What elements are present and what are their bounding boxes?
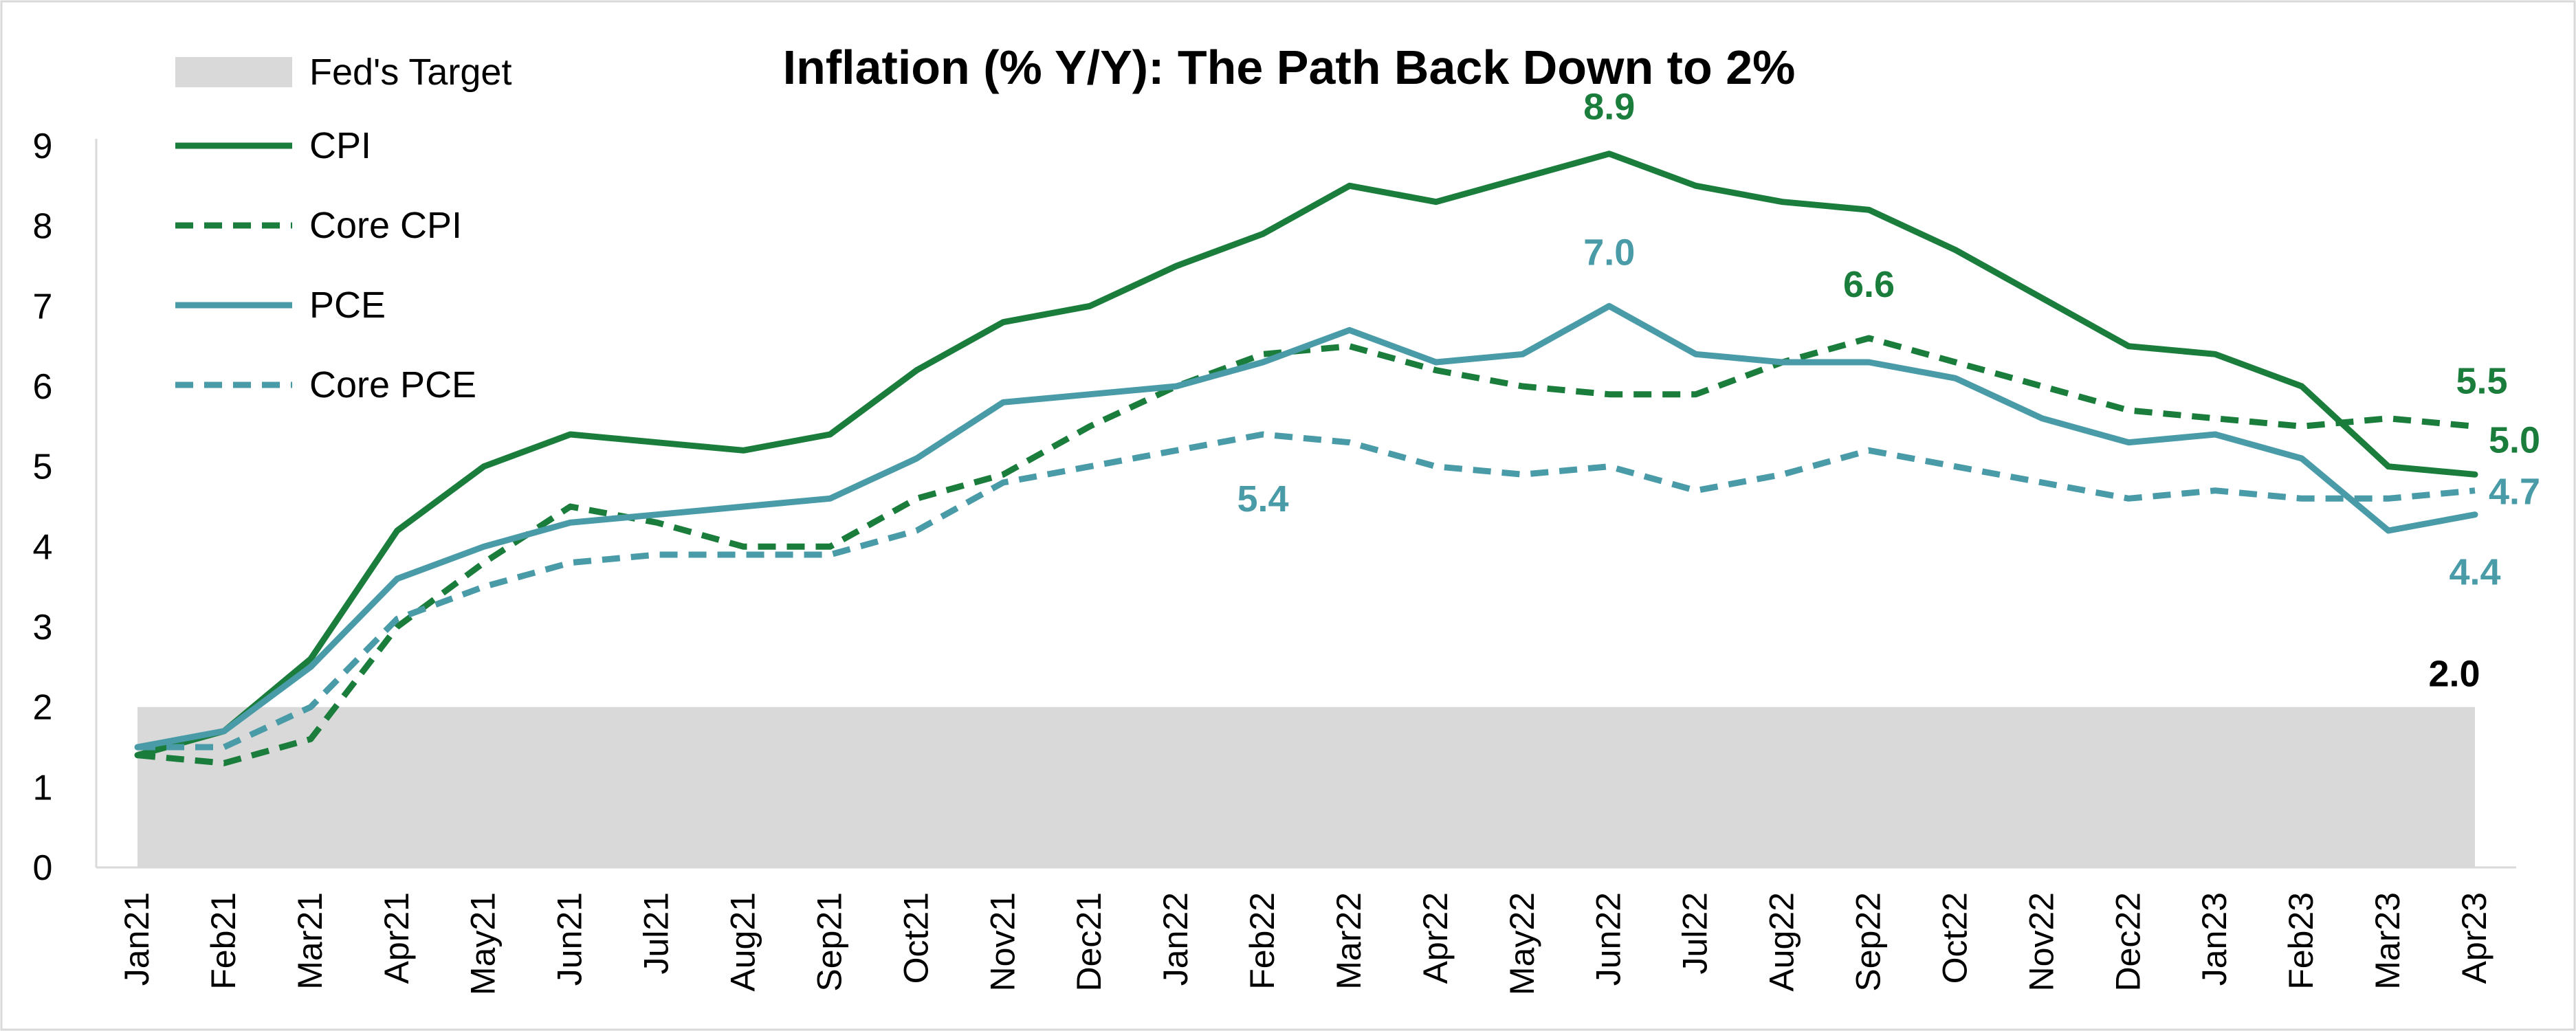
x-tick-label: Nov21	[983, 892, 1022, 992]
x-tick-label: Aug21	[723, 892, 762, 992]
x-tick-label: Dec21	[1070, 892, 1108, 992]
series-line-cpi	[134, 151, 2478, 759]
y-tick-label: 1	[33, 768, 53, 808]
x-tick-label: Jun21	[551, 892, 589, 986]
fed-target-band	[137, 707, 2475, 867]
x-tick-label: Mar21	[291, 892, 329, 990]
x-tick-label: Feb21	[204, 892, 243, 990]
x-tick-label: Oct22	[1935, 892, 1974, 984]
x-tick-label: Jun22	[1589, 892, 1628, 986]
y-tick-label: 5	[33, 447, 53, 487]
legend-swatch-fed-target	[175, 57, 292, 87]
x-tick-label: Oct21	[896, 892, 935, 984]
x-tick-label: May22	[1503, 892, 1541, 995]
x-tick-label: Sep21	[810, 892, 848, 992]
x-tick-label: Apr21	[377, 892, 416, 984]
data-label-core-pce: 4.7	[2489, 472, 2540, 513]
data-label-cpi: 5.0	[2489, 420, 2540, 461]
legend-label-fed-target: Fed's Target	[309, 52, 511, 93]
x-tick-label: Jan22	[1156, 892, 1195, 986]
data-label-layer: 8.9 6.6 7.0 5.4 5.5 5.0 4.7 4.4 2.0	[1237, 87, 2540, 695]
legend-label-core-pce: Core PCE	[309, 364, 476, 406]
data-label-fed-s-target: 2.0	[2428, 654, 2480, 695]
series-layer	[134, 151, 2478, 766]
y-axis-ticks: 0 1 2 3 4 5 6 7 8 9	[33, 126, 53, 888]
data-label-pce: 7.0	[1583, 232, 1635, 273]
data-label-core-cpi: 5.5	[2456, 360, 2507, 401]
y-tick-label: 8	[33, 207, 53, 247]
x-tick-label: Jan21	[118, 892, 156, 986]
x-tick-label: Feb23	[2282, 892, 2320, 990]
data-label-core-pce: 5.4	[1237, 478, 1288, 520]
series-line-pce	[134, 302, 2478, 751]
data-label-core-cpi: 6.6	[1843, 264, 1895, 305]
x-tick-label: Jan23	[2195, 892, 2234, 986]
axis-layer	[95, 139, 2516, 869]
x-tick-label: Mar22	[1330, 892, 1368, 990]
legend-label-cpi: CPI	[309, 125, 371, 166]
x-tick-label: Feb22	[1243, 892, 1281, 990]
series-line-core-pce	[137, 431, 2476, 751]
x-axis-ticks: Jan21 Feb21 Mar21 Apr21 May21 Jun21 Jul21 Aug21…	[118, 892, 2494, 995]
x-tick-label: Jul22	[1676, 892, 1715, 975]
x-tick-label: Apr22	[1416, 892, 1455, 984]
y-tick-label: 6	[33, 367, 53, 407]
x-tick-label: May21	[464, 892, 503, 995]
y-tick-label: 4	[33, 527, 53, 567]
x-tick-label: Nov22	[2022, 892, 2060, 992]
legend: Fed's Target CPI Core CPI PCE Core PCE	[175, 52, 511, 406]
y-tick-label: 7	[33, 287, 53, 326]
legend-label-pce: PCE	[309, 285, 386, 326]
data-label-pce: 4.4	[2449, 552, 2500, 593]
y-tick-label: 9	[33, 126, 53, 166]
x-tick-label: Mar23	[2368, 892, 2407, 990]
x-tick-label: Dec22	[2109, 892, 2147, 992]
fed-target-band-layer	[137, 707, 2475, 867]
x-tick-label: Sep22	[1849, 892, 1888, 992]
chart-title: Inflation (% Y/Y): The Path Back Down to…	[783, 41, 1796, 94]
x-tick-label: Jul21	[637, 892, 676, 975]
x-tick-label: Aug22	[1763, 892, 1801, 992]
legend-label-core-cpi: Core CPI	[309, 205, 462, 246]
y-tick-label: 3	[33, 608, 53, 647]
data-label-cpi: 8.9	[1583, 87, 1635, 128]
y-tick-label: 0	[33, 848, 53, 888]
x-tick-label: Apr23	[2455, 892, 2494, 984]
y-tick-label: 2	[33, 688, 53, 728]
